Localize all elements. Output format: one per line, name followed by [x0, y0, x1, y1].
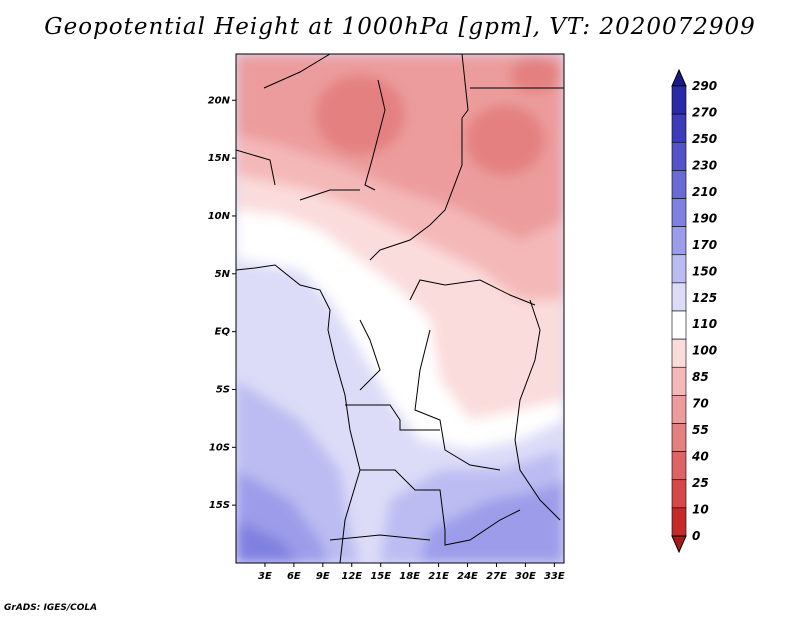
map-title: Geopotential Height at 1000hPa [gpm], VT…: [44, 14, 756, 40]
colorbar-band: [671, 170, 687, 199]
colorbar-band: [671, 423, 687, 452]
colorbar-band: [671, 113, 687, 143]
colorbar-label: 110: [692, 317, 717, 331]
colorbar-band: [671, 338, 687, 368]
colorbar-label: 190: [692, 211, 717, 225]
lon-tick-label: 24E: [457, 571, 478, 582]
colorbar-label: 55: [692, 423, 709, 437]
height-field: [236, 54, 564, 563]
colorbar-label: 100: [692, 344, 717, 358]
colorbar-label: 230: [692, 158, 717, 172]
colorbar-label: 290: [692, 79, 717, 93]
colorbar-top-arrow: [671, 68, 687, 87]
colorbar-label: 150: [692, 264, 717, 278]
colorbar-band: [671, 310, 687, 340]
country-borders: [236, 54, 564, 563]
latitude-axis: 20N 15N 10N 5N EQ 5S 10S 15S: [208, 95, 236, 511]
colorbar-band: [671, 451, 687, 481]
lat-tick-label: 15N: [208, 153, 231, 164]
colorbar-band: [671, 85, 687, 115]
colorbar-band: [671, 282, 687, 312]
lon-tick-label: 9E: [316, 571, 330, 582]
lat-tick-label: 10S: [209, 442, 230, 453]
lat-tick-label: 15S: [209, 500, 230, 511]
colorbar-label: 25: [692, 476, 709, 490]
lon-tick-label: 15E: [370, 571, 391, 582]
map-frame: [235, 53, 565, 564]
lon-tick-label: 33E: [544, 571, 565, 582]
grads-credit: GrADS: IGES/COLA: [4, 603, 98, 613]
colorbar-label: 40: [691, 450, 709, 464]
colorbar-band: [671, 198, 687, 227]
colorbar-label: 85: [692, 370, 709, 384]
lon-tick-label: 30E: [515, 571, 536, 582]
colorbar-band: [671, 226, 687, 256]
colorbar-band: [671, 479, 687, 509]
colorbar-band: [671, 507, 687, 537]
colorbar-band: [671, 366, 687, 396]
colorbar-bottom-arrow: [671, 535, 687, 554]
longitude-axis: 3E 6E 9E 12E 15E 18E 21E 24E 27E 30E 33E: [258, 563, 565, 582]
lon-tick-label: 21E: [428, 571, 449, 582]
lat-tick-label: 20N: [208, 95, 231, 106]
lat-tick-label: EQ: [215, 327, 231, 338]
lat-tick-label: 10N: [208, 211, 231, 222]
lon-tick-label: 27E: [486, 571, 507, 582]
colorbar-label: 125: [692, 291, 717, 305]
colorbar-label: 70: [692, 397, 709, 411]
colorbar-label: 0: [692, 529, 700, 543]
lon-tick-label: 18E: [399, 571, 420, 582]
lon-tick-label: 3E: [258, 571, 272, 582]
lon-tick-label: 12E: [341, 571, 362, 582]
lat-tick-label: 5N: [215, 269, 231, 280]
colorbar-band: [671, 395, 687, 424]
colorbar-label: 210: [692, 185, 717, 199]
colorbar: 2902702502302101901701501251101008570554…: [671, 68, 717, 554]
colorbar-label: 10: [692, 503, 709, 517]
colorbar-band: [671, 254, 687, 284]
lon-tick-label: 6E: [287, 571, 301, 582]
colorbar-band: [671, 141, 687, 171]
colorbar-label: 270: [692, 105, 717, 119]
lat-tick-label: 5S: [216, 384, 230, 395]
colorbar-label: 250: [692, 132, 717, 146]
colorbar-label: 170: [692, 238, 717, 252]
